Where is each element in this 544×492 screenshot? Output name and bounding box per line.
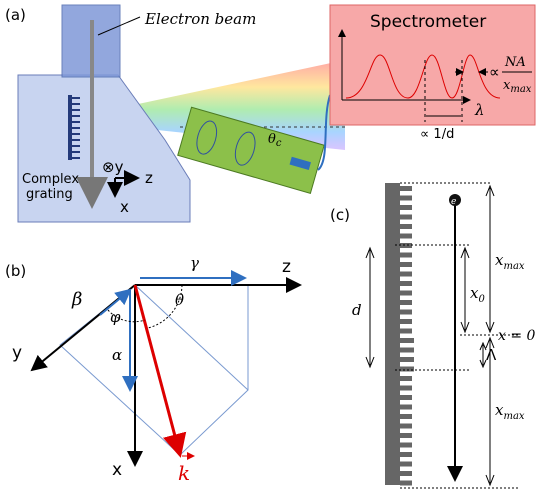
- beam-label: Electron beam: [144, 10, 256, 28]
- detector: [177, 106, 325, 194]
- spectrum: [345, 54, 501, 99]
- theta-label: θ: [175, 291, 184, 309]
- dimension-arrowheads: [365, 184, 495, 487]
- panel-b: (b) γ z β φ θ y α x k: [5, 254, 302, 485]
- lens: [234, 131, 256, 166]
- phi-arc: [107, 309, 146, 323]
- beta-arrow: [99, 288, 132, 316]
- linewidth-denominator: xmax: [503, 78, 532, 95]
- panel-c: (c) e xmax x0 d x = 0 Λ xmax: [330, 182, 536, 489]
- panel-label: (a): [5, 6, 26, 24]
- grating-label: Complex: [22, 172, 79, 187]
- angle-sub: c: [276, 138, 282, 149]
- spacing-label: ∝ 1/d: [420, 127, 454, 142]
- angle-label: θc: [268, 132, 282, 149]
- panel-label: (c): [330, 206, 350, 224]
- guide-lines: [395, 182, 520, 489]
- xmax-base: x: [495, 251, 504, 269]
- beta-label: β: [71, 289, 82, 310]
- beam-callout: [97, 16, 141, 36]
- grating-label: grating: [26, 187, 73, 202]
- panel-label: (b): [5, 262, 26, 280]
- axis-label-y: ⊗y: [102, 158, 124, 176]
- spec-axis-label: λ: [474, 101, 485, 119]
- gamma-label: γ: [190, 254, 199, 272]
- dimension-lines: [369, 188, 491, 483]
- d-label: d: [352, 301, 362, 319]
- detector-box: [177, 106, 325, 194]
- k-vector: [133, 284, 187, 458]
- xmax-sub: max: [503, 411, 524, 422]
- xmax-base: x: [495, 401, 504, 419]
- grating: [68, 95, 72, 160]
- lambda-label: Λ: [486, 346, 497, 364]
- xmax-bottom: xmax: [495, 401, 525, 422]
- xmax-sub: max: [503, 261, 524, 272]
- grating-teeth: [72, 97, 80, 159]
- y-label: y: [12, 343, 22, 363]
- projection-box: [59, 284, 249, 456]
- x0-base: x: [470, 284, 479, 302]
- lens: [196, 120, 218, 155]
- axis-label-z: z: [145, 169, 153, 187]
- panel-a: (a) Electron beam Spectrometer ∝ NA xmax…: [5, 4, 536, 223]
- phi-label: φ: [110, 308, 121, 326]
- spectrometer-title: Spectrometer: [370, 12, 486, 32]
- linewidth-numerator: NA: [504, 55, 526, 70]
- x-zero: x = 0: [498, 328, 536, 344]
- denominator-sub: max: [510, 84, 531, 95]
- denominator: x: [503, 78, 511, 93]
- xmax-top: xmax: [495, 251, 525, 272]
- projection-line: [134, 284, 249, 391]
- grating-body: [385, 183, 400, 485]
- diffraction-fan: [110, 60, 345, 150]
- electron: [449, 194, 461, 206]
- alpha-label: α: [112, 346, 122, 364]
- electron-label: e: [451, 197, 456, 207]
- z-label: z: [282, 257, 291, 277]
- k-label: k: [178, 461, 190, 485]
- x0-sub: 0: [478, 294, 485, 305]
- spectrometer-box: [329, 4, 536, 126]
- angle: θ: [268, 132, 276, 147]
- x0: x0: [470, 284, 485, 305]
- fiber-port: [289, 156, 311, 170]
- theta-arc: [147, 284, 183, 329]
- grating-teeth: [400, 186, 414, 486]
- linewidth-prefix: ∝: [489, 63, 500, 81]
- axis-label-x: x: [120, 198, 129, 216]
- fiber: [317, 94, 331, 171]
- x-label: x: [112, 460, 122, 480]
